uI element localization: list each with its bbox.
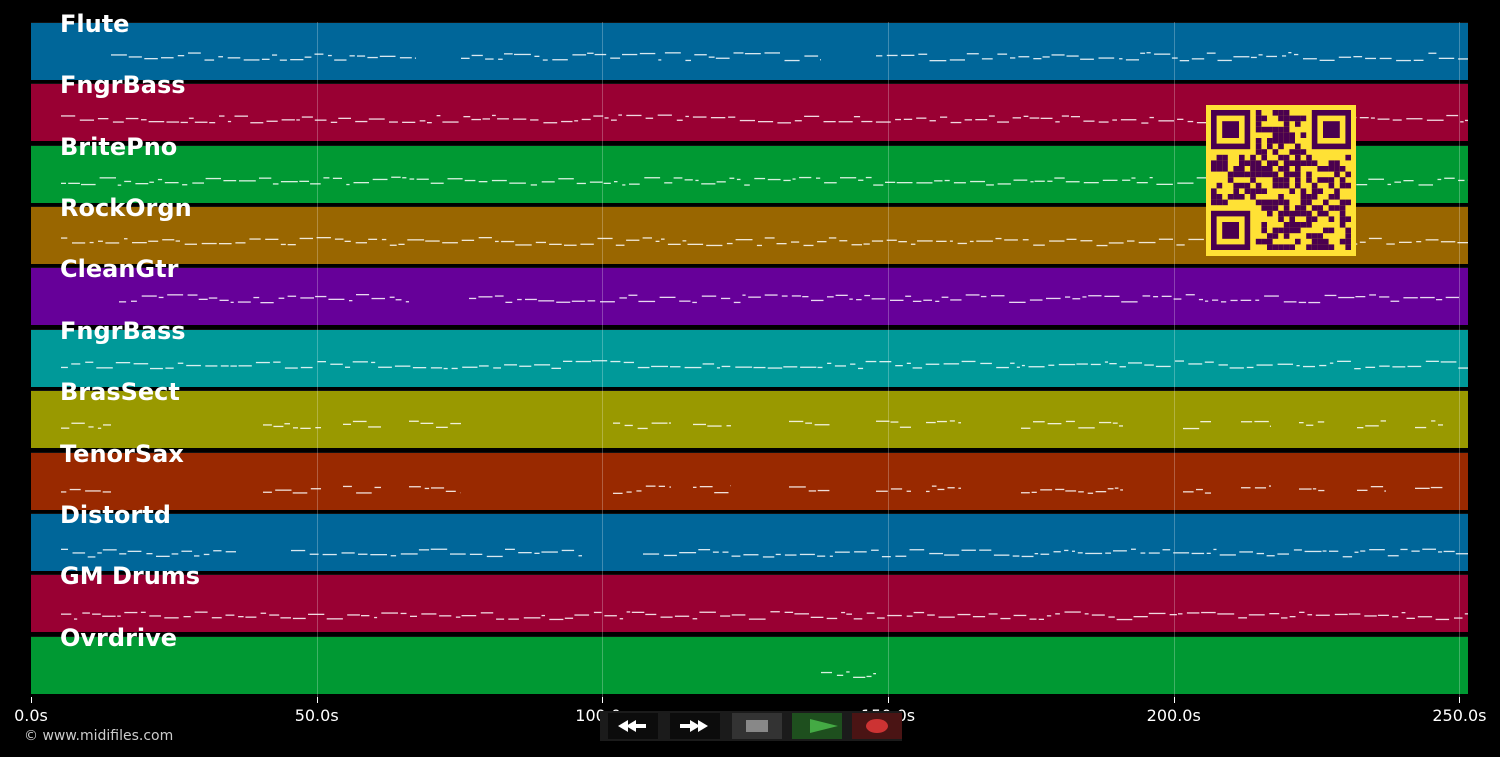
tick-mark <box>316 697 318 703</box>
note-roll <box>61 420 1443 430</box>
play-button[interactable] <box>792 713 842 739</box>
rewind-button[interactable] <box>608 713 658 739</box>
track-name: Distortd <box>60 500 171 529</box>
note-marks <box>821 670 876 678</box>
tick-label: 250.0s <box>1432 706 1487 725</box>
track-name: Flute <box>60 10 130 38</box>
note-marks <box>111 52 1468 62</box>
track-name: GM Drums <box>60 562 201 591</box>
fast-forward-button[interactable] <box>670 713 720 739</box>
note-marks <box>61 237 1468 247</box>
note-marks <box>119 294 1459 304</box>
track-name: BritePno <box>60 132 178 161</box>
note-roll <box>61 484 1443 494</box>
record-button[interactable] <box>852 713 902 739</box>
tick-mark <box>31 697 32 703</box>
qr-code-icon <box>1211 110 1351 250</box>
note-marks <box>61 420 1443 430</box>
note-roll <box>61 548 1468 558</box>
track-lane[interactable]: GM Drums <box>31 562 1468 633</box>
note-roll <box>821 670 876 678</box>
transport-controls <box>600 711 902 741</box>
tick-mark <box>1459 697 1461 703</box>
track-name: FngrBass <box>60 316 186 345</box>
note-roll <box>61 237 1468 247</box>
track-lane[interactable]: Ovrdrive <box>31 624 1468 694</box>
track-name: CleanGtr <box>60 255 179 284</box>
track-name: FngrBass <box>60 71 186 100</box>
stop-icon <box>746 720 768 732</box>
qr-code[interactable] <box>1206 105 1356 256</box>
note-roll <box>61 611 1468 621</box>
track-lane[interactable]: CleanGtr <box>31 255 1468 326</box>
stop-button[interactable] <box>732 713 782 739</box>
track-name: BrasSect <box>60 378 180 407</box>
tick-label: 0.0s <box>14 706 48 725</box>
play-icon <box>810 719 838 733</box>
tick-mark <box>888 697 890 703</box>
track-lane[interactable]: BrasSect <box>31 378 1468 449</box>
copyright-text: © www.midifiles.com <box>24 728 174 744</box>
fast-forward-icon <box>680 720 708 732</box>
tick-label: 200.0s <box>1146 706 1201 725</box>
tick-label: 50.0s <box>294 706 339 725</box>
note-roll <box>119 294 1459 304</box>
track-lane[interactable]: Distortd <box>31 501 1468 571</box>
note-roll <box>61 176 1468 186</box>
tick-mark <box>1173 697 1175 703</box>
note-marks <box>61 359 1468 370</box>
note-marks <box>61 548 1468 558</box>
note-roll <box>111 52 1468 62</box>
note-roll <box>61 359 1468 370</box>
track-name: Ovrdrive <box>60 623 178 652</box>
note-marks <box>61 484 1443 494</box>
track-name: TenorSax <box>60 439 184 468</box>
note-marks <box>61 611 1468 621</box>
note-marks <box>61 176 1468 186</box>
tick-mark <box>602 697 604 703</box>
track-lane[interactable]: FngrBass <box>31 317 1468 387</box>
track-lane[interactable]: Flute <box>31 10 1468 80</box>
record-icon <box>866 719 888 733</box>
track-name: RockOrgn <box>60 194 192 223</box>
rewind-icon <box>618 720 646 732</box>
track-lane[interactable]: TenorSax <box>31 440 1468 510</box>
